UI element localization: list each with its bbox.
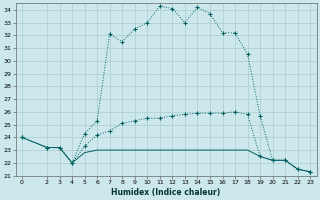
X-axis label: Humidex (Indice chaleur): Humidex (Indice chaleur) (111, 188, 221, 197)
